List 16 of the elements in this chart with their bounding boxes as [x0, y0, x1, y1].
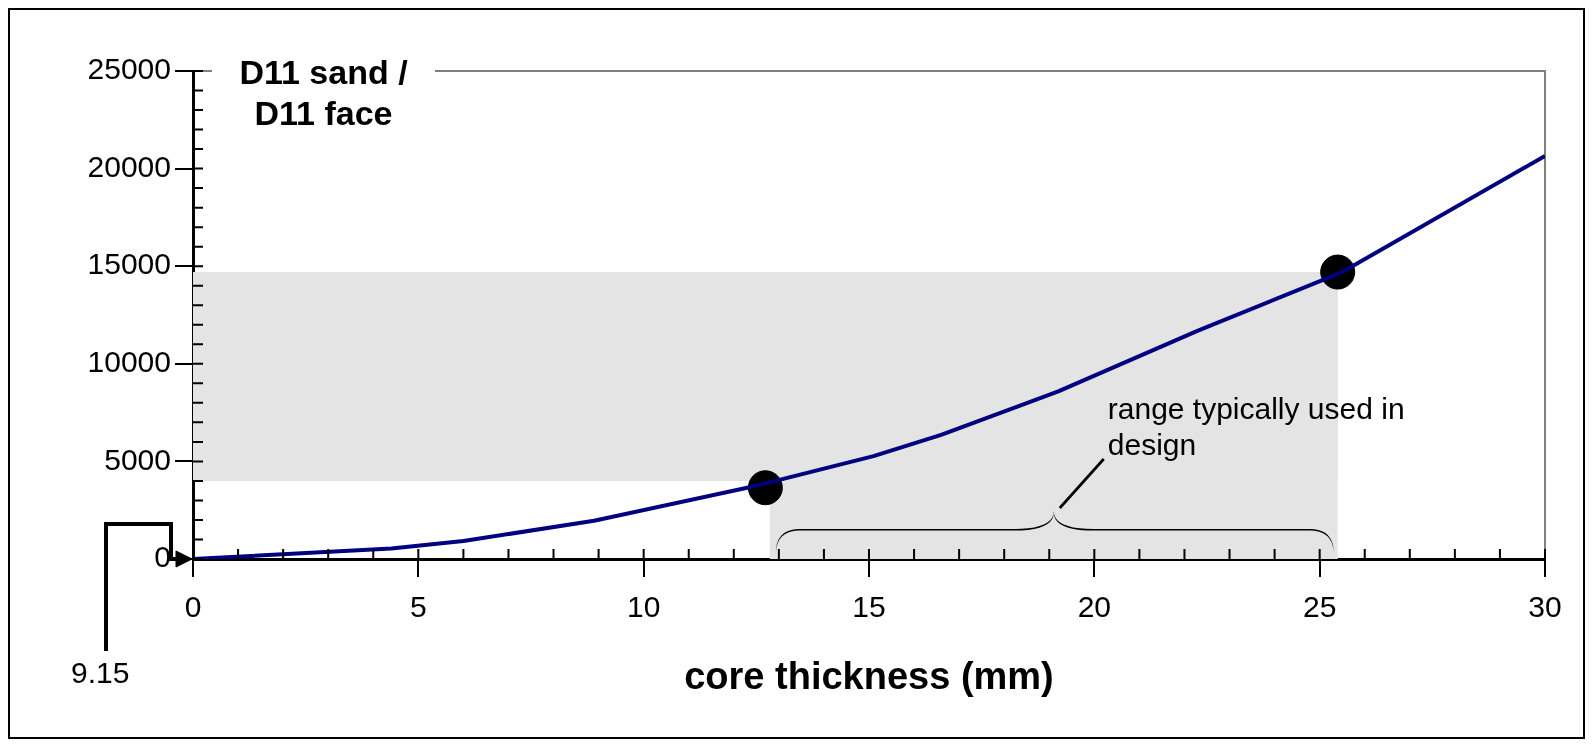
text: 9.15	[71, 655, 130, 691]
x-tick-label: 30	[1528, 590, 1562, 624]
annotation: range typically used in design	[1107, 391, 1406, 463]
y-axis-title: D11 sand / D11 face	[212, 52, 435, 134]
x-tick-label: 15	[852, 590, 886, 624]
x-axis-title: core thickness (mm)	[683, 655, 1055, 698]
y-tick-label: 5000	[104, 442, 171, 476]
x-tick-label: 0	[184, 590, 202, 624]
y-tick-label: 10000	[87, 345, 171, 379]
x-tick-label: 5	[409, 590, 427, 624]
y-tick-label: 15000	[87, 247, 171, 281]
y-tick-label: 25000	[87, 52, 171, 86]
x-tick-label: 10	[626, 590, 661, 624]
x-tick-label: 20	[1077, 590, 1112, 624]
x-tick-label: 25	[1302, 590, 1337, 624]
y-tick-label: 20000	[87, 149, 171, 183]
